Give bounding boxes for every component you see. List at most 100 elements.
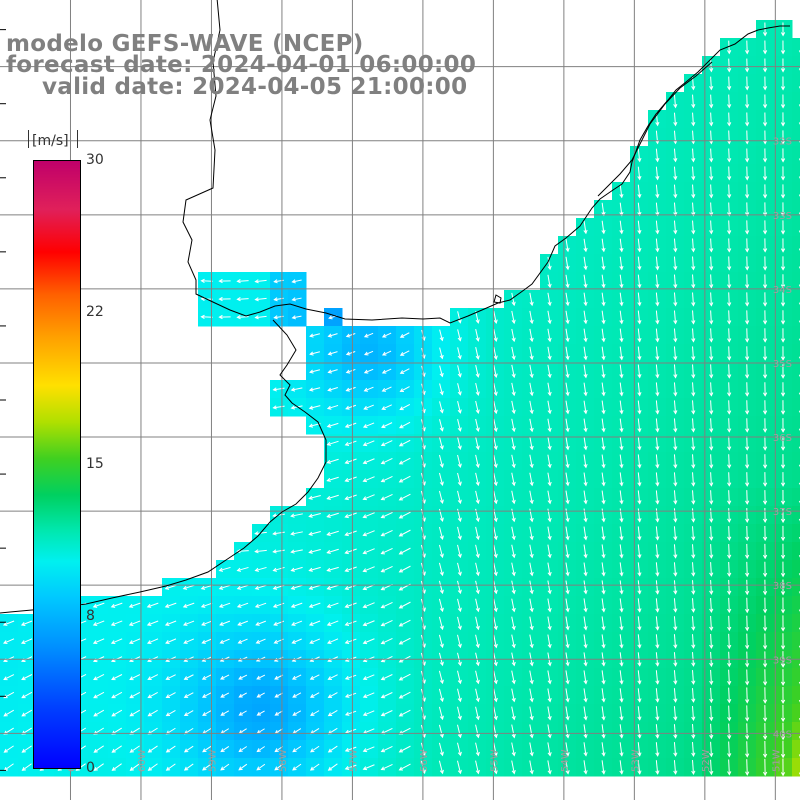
wind-arrow xyxy=(637,706,642,721)
wind-arrow xyxy=(691,130,696,145)
wind-arrow xyxy=(780,615,786,632)
wind-arrow xyxy=(601,436,606,451)
wind-arrow xyxy=(655,598,660,613)
wind-arrow xyxy=(780,400,786,415)
field-cell xyxy=(792,758,800,777)
wind-arrow xyxy=(601,310,606,325)
wind-arrow xyxy=(345,386,356,392)
wind-arrow xyxy=(673,508,678,523)
wind-arrow xyxy=(619,598,624,613)
wind-arrow xyxy=(762,525,768,542)
wind-arrow xyxy=(745,94,750,109)
wind-arrow xyxy=(780,561,786,578)
field-cell xyxy=(792,236,800,255)
wind-arrow xyxy=(619,526,624,541)
wind-arrow xyxy=(363,368,374,374)
wind-arrow xyxy=(344,746,357,752)
wind-arrow xyxy=(637,580,642,595)
wind-arrow xyxy=(475,760,480,775)
wind-arrow xyxy=(547,454,552,469)
wind-arrow xyxy=(202,710,212,716)
wind-arrow xyxy=(655,436,660,451)
wind-arrow xyxy=(745,525,750,542)
wind-arrow xyxy=(309,351,320,356)
wind-arrow xyxy=(92,638,105,645)
wind-arrow xyxy=(493,760,498,775)
wind-arrow xyxy=(619,436,624,451)
wind-arrow xyxy=(619,418,624,433)
wind-arrow xyxy=(619,220,624,235)
wind-arrow xyxy=(727,364,732,379)
wind-arrow xyxy=(619,346,624,361)
wind-arrow xyxy=(309,763,320,771)
wind-arrow xyxy=(637,526,642,541)
wind-arrow xyxy=(745,346,750,361)
wind-arrow xyxy=(691,148,696,163)
wind-arrow xyxy=(381,422,393,429)
wind-arrow xyxy=(762,364,768,379)
wind-arrow xyxy=(565,310,570,325)
wind-arrow xyxy=(565,418,570,433)
wind-arrow xyxy=(655,724,660,739)
wind-arrow xyxy=(111,763,122,771)
wind-arrow xyxy=(780,130,786,145)
wind-arrow xyxy=(457,526,462,541)
wind-arrow xyxy=(182,602,195,608)
wind-arrow xyxy=(475,418,480,433)
wind-arrow xyxy=(691,436,696,451)
wind-arrow xyxy=(565,346,570,361)
longitude-label: 52W xyxy=(701,749,712,772)
wind-arrow xyxy=(691,706,696,721)
field-cell xyxy=(792,326,800,345)
wind-arrow xyxy=(438,688,444,703)
wind-arrow xyxy=(655,310,660,325)
wind-arrow xyxy=(438,706,444,721)
wind-arrow xyxy=(691,670,696,685)
wind-arrow xyxy=(780,543,786,560)
wind-arrow xyxy=(21,763,32,771)
wind-arrow xyxy=(637,202,642,217)
wind-arrow xyxy=(637,436,642,451)
wind-arrow xyxy=(637,490,642,505)
wind-arrow xyxy=(326,602,339,608)
wind-arrow xyxy=(727,112,732,127)
wind-arrow xyxy=(529,292,534,307)
wind-arrow xyxy=(745,436,750,451)
wind-arrow xyxy=(493,526,498,541)
wind-arrow xyxy=(619,760,624,775)
wind-arrow xyxy=(493,634,498,649)
wind-arrow xyxy=(308,513,321,518)
wind-arrow xyxy=(673,526,678,541)
wind-arrow xyxy=(780,94,786,109)
wind-arrow xyxy=(291,279,302,284)
wind-arrow xyxy=(344,548,357,555)
wind-arrow xyxy=(308,495,321,500)
wind-arrow xyxy=(326,422,339,428)
wind-arrow xyxy=(637,328,642,343)
wind-arrow xyxy=(511,634,516,649)
wind-arrow xyxy=(637,274,642,289)
wind-arrow xyxy=(511,472,516,487)
wind-arrow xyxy=(583,364,588,379)
wind-arrow xyxy=(727,382,732,397)
wind-arrow xyxy=(583,454,588,469)
wind-arrow xyxy=(619,256,624,271)
wind-arrow xyxy=(691,742,696,757)
wind-arrow xyxy=(290,387,303,392)
latitude-labels: 32S 33S 34S 35S 36S 37S 38S 39S 40S xyxy=(773,137,792,741)
wind-arrow xyxy=(583,292,588,307)
wind-arrow xyxy=(547,544,552,559)
wind-arrow xyxy=(236,566,249,572)
wind-arrow xyxy=(475,436,480,451)
wind-arrow xyxy=(457,472,462,487)
wind-arrow xyxy=(380,710,393,717)
wind-arrow xyxy=(475,616,480,631)
wind-arrow xyxy=(583,742,588,757)
colorbar-tick-30: 30 xyxy=(86,152,104,168)
wind-arrow xyxy=(565,688,570,703)
field-cell xyxy=(792,164,800,183)
wind-arrow xyxy=(673,544,678,559)
wind-arrow xyxy=(727,166,732,181)
wind-arrow xyxy=(236,279,249,284)
wind-arrow xyxy=(381,368,392,374)
